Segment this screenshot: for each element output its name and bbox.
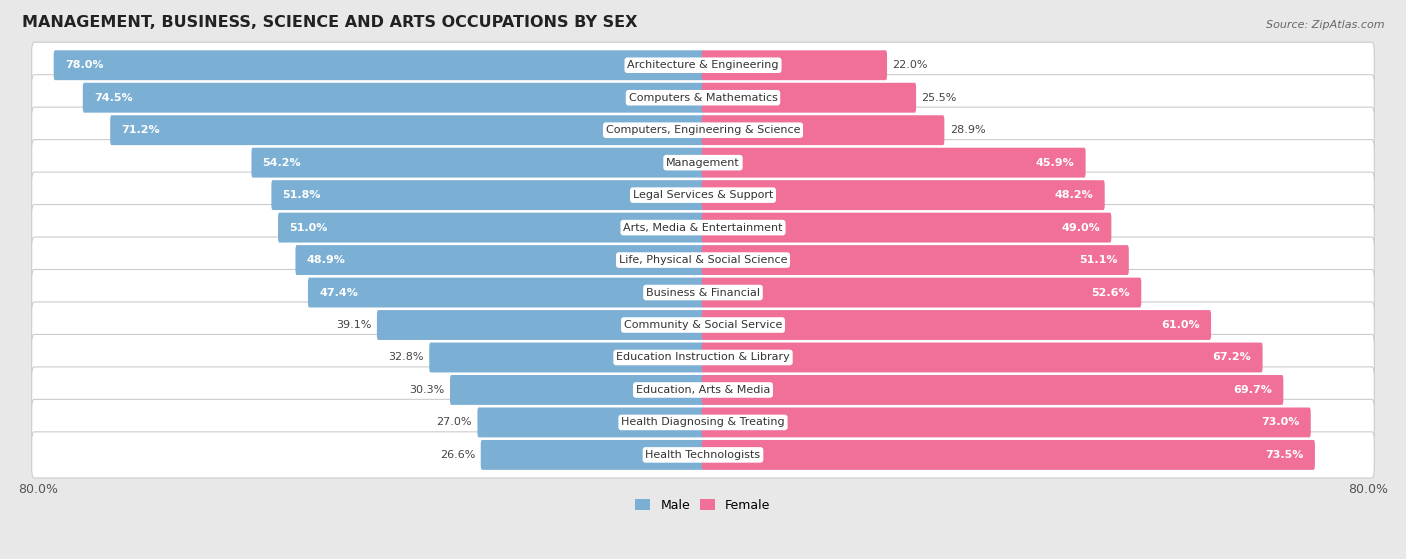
- Text: Health Technologists: Health Technologists: [645, 450, 761, 460]
- Text: 22.0%: 22.0%: [893, 60, 928, 70]
- FancyBboxPatch shape: [429, 343, 704, 372]
- FancyBboxPatch shape: [702, 115, 945, 145]
- FancyBboxPatch shape: [308, 278, 704, 307]
- Text: 28.9%: 28.9%: [950, 125, 986, 135]
- Text: 54.2%: 54.2%: [263, 158, 301, 168]
- FancyBboxPatch shape: [377, 310, 704, 340]
- Text: Computers & Mathematics: Computers & Mathematics: [628, 93, 778, 103]
- Text: Architecture & Engineering: Architecture & Engineering: [627, 60, 779, 70]
- Text: 45.9%: 45.9%: [1036, 158, 1074, 168]
- FancyBboxPatch shape: [32, 432, 1374, 478]
- Text: 26.6%: 26.6%: [440, 450, 475, 460]
- Text: 51.8%: 51.8%: [283, 190, 321, 200]
- FancyBboxPatch shape: [702, 440, 1315, 470]
- FancyBboxPatch shape: [53, 50, 704, 80]
- FancyBboxPatch shape: [450, 375, 704, 405]
- Text: 27.0%: 27.0%: [436, 418, 472, 428]
- FancyBboxPatch shape: [702, 83, 917, 113]
- Text: 74.5%: 74.5%: [94, 93, 132, 103]
- Text: 48.9%: 48.9%: [307, 255, 346, 265]
- FancyBboxPatch shape: [32, 75, 1374, 121]
- Text: MANAGEMENT, BUSINESS, SCIENCE AND ARTS OCCUPATIONS BY SEX: MANAGEMENT, BUSINESS, SCIENCE AND ARTS O…: [21, 15, 637, 30]
- FancyBboxPatch shape: [702, 408, 1310, 437]
- FancyBboxPatch shape: [32, 42, 1374, 88]
- FancyBboxPatch shape: [702, 375, 1284, 405]
- Text: 32.8%: 32.8%: [388, 353, 423, 362]
- FancyBboxPatch shape: [32, 399, 1374, 446]
- FancyBboxPatch shape: [478, 408, 704, 437]
- FancyBboxPatch shape: [702, 245, 1129, 275]
- FancyBboxPatch shape: [32, 302, 1374, 348]
- Text: Source: ZipAtlas.com: Source: ZipAtlas.com: [1267, 20, 1385, 30]
- FancyBboxPatch shape: [702, 50, 887, 80]
- FancyBboxPatch shape: [252, 148, 704, 178]
- Text: 39.1%: 39.1%: [336, 320, 371, 330]
- Text: 25.5%: 25.5%: [921, 93, 957, 103]
- FancyBboxPatch shape: [295, 245, 704, 275]
- Text: 52.6%: 52.6%: [1091, 287, 1130, 297]
- Text: Legal Services & Support: Legal Services & Support: [633, 190, 773, 200]
- Text: 73.5%: 73.5%: [1265, 450, 1303, 460]
- FancyBboxPatch shape: [32, 334, 1374, 381]
- FancyBboxPatch shape: [702, 310, 1211, 340]
- FancyBboxPatch shape: [83, 83, 704, 113]
- Text: 48.2%: 48.2%: [1054, 190, 1094, 200]
- FancyBboxPatch shape: [32, 140, 1374, 186]
- FancyBboxPatch shape: [271, 180, 704, 210]
- FancyBboxPatch shape: [32, 367, 1374, 413]
- Text: Arts, Media & Entertainment: Arts, Media & Entertainment: [623, 222, 783, 233]
- Text: Education, Arts & Media: Education, Arts & Media: [636, 385, 770, 395]
- FancyBboxPatch shape: [702, 278, 1142, 307]
- Text: 30.3%: 30.3%: [409, 385, 444, 395]
- Text: 51.1%: 51.1%: [1078, 255, 1118, 265]
- FancyBboxPatch shape: [702, 343, 1263, 372]
- Text: 51.0%: 51.0%: [290, 222, 328, 233]
- Text: Management: Management: [666, 158, 740, 168]
- FancyBboxPatch shape: [702, 148, 1085, 178]
- Text: 47.4%: 47.4%: [319, 287, 359, 297]
- FancyBboxPatch shape: [278, 212, 704, 243]
- FancyBboxPatch shape: [32, 107, 1374, 153]
- FancyBboxPatch shape: [481, 440, 704, 470]
- FancyBboxPatch shape: [32, 237, 1374, 283]
- Text: Health Diagnosing & Treating: Health Diagnosing & Treating: [621, 418, 785, 428]
- Text: 78.0%: 78.0%: [65, 60, 104, 70]
- FancyBboxPatch shape: [32, 172, 1374, 218]
- FancyBboxPatch shape: [702, 180, 1105, 210]
- Text: 71.2%: 71.2%: [121, 125, 160, 135]
- Text: Business & Financial: Business & Financial: [645, 287, 761, 297]
- Text: Computers, Engineering & Science: Computers, Engineering & Science: [606, 125, 800, 135]
- FancyBboxPatch shape: [32, 269, 1374, 316]
- Text: Life, Physical & Social Science: Life, Physical & Social Science: [619, 255, 787, 265]
- Text: 61.0%: 61.0%: [1161, 320, 1199, 330]
- Text: 73.0%: 73.0%: [1261, 418, 1299, 428]
- Text: Education Instruction & Library: Education Instruction & Library: [616, 353, 790, 362]
- Text: 69.7%: 69.7%: [1233, 385, 1272, 395]
- Text: 67.2%: 67.2%: [1212, 353, 1251, 362]
- Text: Community & Social Service: Community & Social Service: [624, 320, 782, 330]
- Legend: Male, Female: Male, Female: [630, 494, 776, 517]
- FancyBboxPatch shape: [32, 205, 1374, 250]
- Text: 49.0%: 49.0%: [1062, 222, 1099, 233]
- FancyBboxPatch shape: [702, 212, 1111, 243]
- FancyBboxPatch shape: [110, 115, 704, 145]
